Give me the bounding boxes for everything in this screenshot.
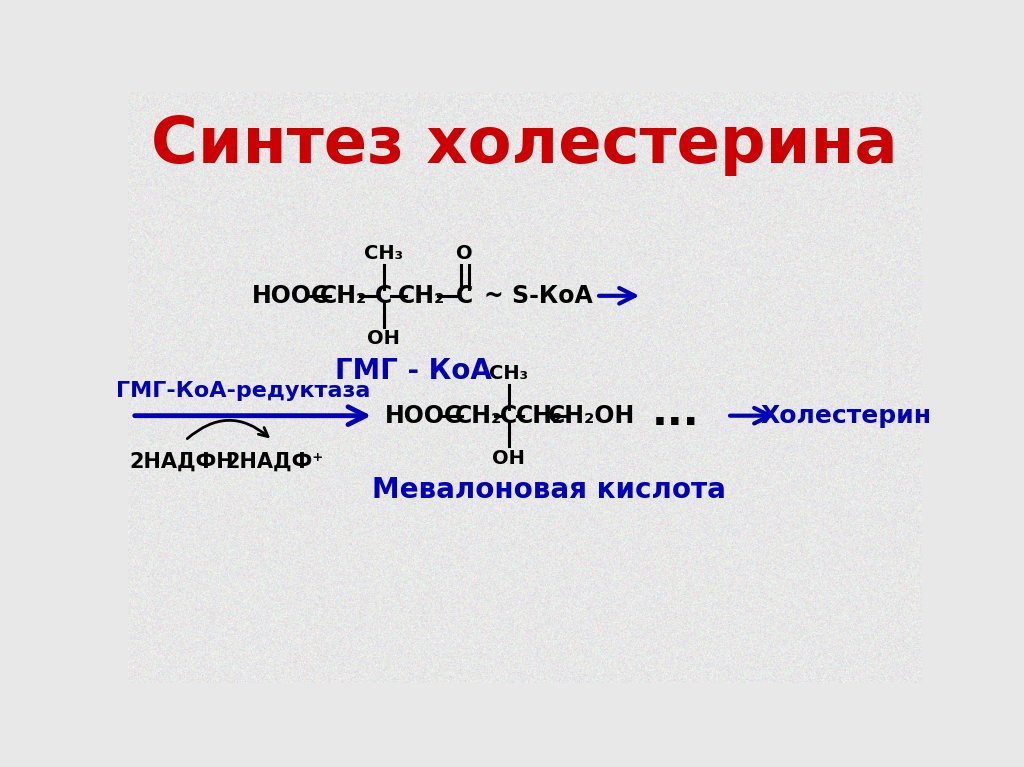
- Text: OH: OH: [493, 449, 525, 468]
- Text: Мевалоновая кислота: Мевалоновая кислота: [372, 476, 726, 503]
- Text: Синтез холестерина: Синтез холестерина: [152, 114, 898, 176]
- Text: 2НАДФН: 2НАДФН: [130, 452, 234, 472]
- Text: Холестерин: Холестерин: [761, 403, 932, 428]
- Text: CH₃: CH₃: [365, 244, 403, 263]
- Text: CH₂: CH₂: [455, 403, 503, 428]
- Text: ГМГ-КоА-редуктаза: ГМГ-КоА-редуктаза: [116, 381, 371, 401]
- Text: CH₂: CH₂: [321, 284, 368, 308]
- Text: ...: ...: [651, 392, 699, 433]
- Text: C: C: [456, 284, 473, 308]
- Text: ~ S-КоА: ~ S-КоА: [483, 284, 592, 308]
- Text: НООС: НООС: [252, 284, 330, 308]
- Text: CH₂: CH₂: [515, 403, 563, 428]
- Text: НООС: НООС: [385, 403, 462, 428]
- Text: CH₂OH: CH₂OH: [548, 403, 635, 428]
- Text: 2НАДФ⁺: 2НАДФ⁺: [225, 452, 324, 472]
- Text: CH₃: CH₃: [489, 364, 528, 383]
- Text: OH: OH: [367, 329, 400, 347]
- Text: CH₂: CH₂: [398, 284, 445, 308]
- Text: O: O: [456, 244, 473, 263]
- Text: C: C: [501, 403, 517, 428]
- Text: ГМГ - КоА: ГМГ - КоА: [335, 357, 493, 385]
- Text: C: C: [375, 284, 392, 308]
